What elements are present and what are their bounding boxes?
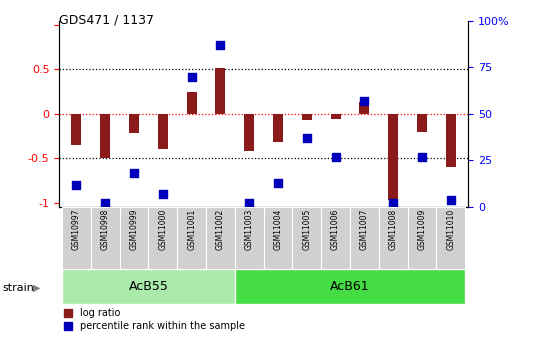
Point <box>130 171 138 176</box>
Legend: log ratio, percentile rank within the sample: log ratio, percentile rank within the sa… <box>64 308 245 332</box>
Point <box>101 200 110 206</box>
Bar <box>187 92 197 114</box>
Point <box>72 182 81 187</box>
Bar <box>293 207 321 269</box>
Text: GSM11006: GSM11006 <box>331 209 340 250</box>
Bar <box>379 207 408 269</box>
Text: GSM11002: GSM11002 <box>216 209 225 250</box>
Text: GSM11001: GSM11001 <box>187 209 196 250</box>
Bar <box>330 114 341 119</box>
Bar <box>206 207 235 269</box>
Text: ▶: ▶ <box>33 283 40 293</box>
Text: GSM10997: GSM10997 <box>72 209 81 250</box>
Bar <box>62 269 235 304</box>
Bar <box>148 207 177 269</box>
Bar <box>244 114 254 151</box>
Bar <box>215 68 225 114</box>
Text: GSM10998: GSM10998 <box>101 209 110 250</box>
Text: GSM10999: GSM10999 <box>130 209 139 250</box>
Text: GSM11000: GSM11000 <box>158 209 167 250</box>
Text: GSM11009: GSM11009 <box>417 209 427 250</box>
Bar <box>91 207 119 269</box>
Text: GSM11003: GSM11003 <box>245 209 254 250</box>
Bar <box>177 207 206 269</box>
Bar <box>436 207 465 269</box>
Text: strain: strain <box>3 283 34 293</box>
Bar <box>129 114 139 134</box>
Point <box>274 180 282 186</box>
Bar <box>388 114 398 200</box>
Point <box>447 197 455 202</box>
Text: GSM11010: GSM11010 <box>447 209 455 250</box>
Bar <box>235 207 264 269</box>
Point <box>302 135 311 141</box>
Point <box>417 154 426 159</box>
Bar <box>408 207 436 269</box>
Bar <box>273 114 283 142</box>
Text: GSM11007: GSM11007 <box>360 209 369 250</box>
Bar <box>72 114 81 145</box>
Text: GSM11005: GSM11005 <box>302 209 312 250</box>
Point <box>245 200 253 206</box>
Point <box>187 74 196 79</box>
Point <box>360 98 369 104</box>
Bar <box>302 114 312 120</box>
Bar <box>417 114 427 131</box>
Point <box>389 200 398 206</box>
Point <box>216 42 225 48</box>
Bar <box>158 114 168 149</box>
Text: GSM11004: GSM11004 <box>273 209 282 250</box>
Text: AcB61: AcB61 <box>330 280 370 293</box>
Point <box>159 191 167 197</box>
Text: GSM11008: GSM11008 <box>388 209 398 250</box>
Bar <box>446 114 456 167</box>
Text: GDS471 / 1137: GDS471 / 1137 <box>59 14 154 27</box>
Bar <box>119 207 148 269</box>
Bar <box>62 207 91 269</box>
Bar <box>100 114 110 158</box>
Bar <box>350 207 379 269</box>
Bar <box>321 207 350 269</box>
Point <box>331 154 340 159</box>
Text: AcB55: AcB55 <box>129 280 168 293</box>
Bar <box>235 269 465 304</box>
Bar <box>264 207 293 269</box>
Bar <box>359 102 370 114</box>
